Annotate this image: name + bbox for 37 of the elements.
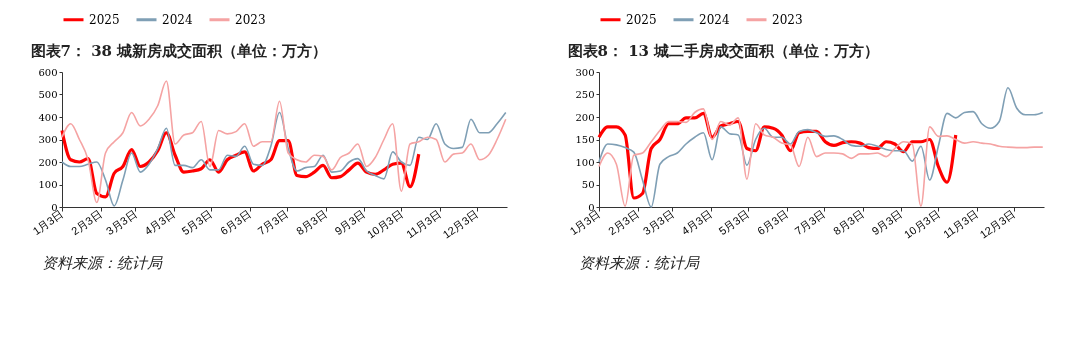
legend-label: 2023 bbox=[235, 12, 266, 27]
chart-title: 图表7： 38 城新房成交面积（单位：万方） bbox=[30, 42, 328, 60]
y-tick-label: 600 bbox=[38, 66, 58, 78]
y-tick-label: 500 bbox=[38, 89, 58, 100]
x-tick-label: 3月3日 bbox=[640, 207, 676, 238]
x-tick-label: 6月3日 bbox=[755, 207, 791, 238]
y-tick-label: 100 bbox=[575, 156, 595, 168]
chart-title: 图表8： 13 城二手房成交面积（单位：万方） bbox=[567, 42, 880, 60]
y-tick-label: 250 bbox=[575, 89, 595, 100]
y-tick-label: 200 bbox=[38, 156, 58, 168]
x-tick-label: 8月3日 bbox=[293, 207, 329, 238]
y-tick-label: 100 bbox=[38, 179, 58, 190]
line-series bbox=[61, 80, 507, 204]
text: 资料来源：统计局 bbox=[42, 254, 163, 272]
y-tick-label: 400 bbox=[38, 111, 58, 123]
x-tick-label: 2月3日 bbox=[68, 207, 104, 238]
legend-label: 2023 bbox=[772, 12, 803, 27]
legend-label: 2025 bbox=[626, 12, 657, 27]
text: 资料来源：统计局 bbox=[579, 254, 700, 272]
y-tick-label: 50 bbox=[581, 179, 595, 190]
x-tick-label: 8月3日 bbox=[830, 207, 866, 238]
x-tick-label: 4月3日 bbox=[142, 207, 178, 238]
x-tick-label: 2月3日 bbox=[605, 207, 641, 238]
y-tick-label: 150 bbox=[575, 134, 595, 145]
y-tick-label: 300 bbox=[575, 66, 595, 78]
legend-label: 2025 bbox=[89, 12, 120, 27]
legend-label: 2024 bbox=[699, 12, 730, 27]
y-tick-label: 300 bbox=[38, 134, 58, 145]
legend-label: 2024 bbox=[162, 12, 193, 27]
x-tick-label: 5月3日 bbox=[716, 207, 752, 238]
x-tick-label: 5月3日 bbox=[179, 207, 215, 238]
x-tick-label: 4月3日 bbox=[679, 207, 715, 238]
x-tick-label: 7月3日 bbox=[255, 207, 291, 238]
y-tick-label: 200 bbox=[575, 111, 595, 123]
x-tick-label: 3月3日 bbox=[103, 207, 139, 238]
x-tick-label: 6月3日 bbox=[218, 207, 254, 238]
x-tick-label: 7月3日 bbox=[792, 207, 828, 238]
